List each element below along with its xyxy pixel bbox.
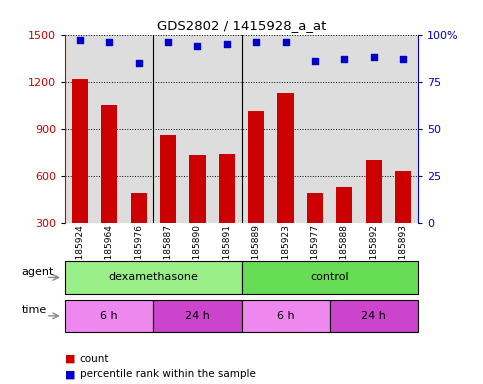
Point bbox=[223, 41, 231, 47]
Title: GDS2802 / 1415928_a_at: GDS2802 / 1415928_a_at bbox=[157, 19, 326, 32]
Point bbox=[135, 60, 142, 66]
Text: 24 h: 24 h bbox=[361, 311, 386, 321]
Point bbox=[164, 39, 172, 45]
Point bbox=[252, 39, 260, 45]
Text: dexamethasone: dexamethasone bbox=[108, 272, 199, 283]
Text: ■: ■ bbox=[65, 354, 76, 364]
Bar bbox=[336, 187, 353, 223]
Text: 6 h: 6 h bbox=[100, 311, 118, 321]
Point bbox=[76, 37, 84, 43]
Text: count: count bbox=[80, 354, 109, 364]
Text: percentile rank within the sample: percentile rank within the sample bbox=[80, 369, 256, 379]
Text: time: time bbox=[22, 305, 47, 315]
Point bbox=[194, 43, 201, 49]
Bar bbox=[278, 93, 294, 223]
Point bbox=[282, 39, 289, 45]
Text: agent: agent bbox=[22, 266, 54, 277]
Bar bbox=[72, 79, 88, 223]
Text: 24 h: 24 h bbox=[185, 311, 210, 321]
Bar bbox=[366, 160, 382, 223]
Point bbox=[105, 39, 113, 45]
Bar bbox=[219, 154, 235, 223]
Bar bbox=[307, 193, 323, 223]
Point bbox=[311, 58, 319, 64]
Text: ■: ■ bbox=[65, 369, 76, 379]
Bar bbox=[160, 135, 176, 223]
Bar bbox=[130, 193, 147, 223]
Point bbox=[370, 54, 378, 60]
Bar bbox=[189, 155, 205, 223]
Bar bbox=[395, 171, 411, 223]
Point bbox=[341, 56, 348, 62]
Text: control: control bbox=[311, 272, 349, 283]
Bar bbox=[248, 111, 264, 223]
Text: 6 h: 6 h bbox=[277, 311, 294, 321]
Bar bbox=[101, 105, 117, 223]
Point bbox=[399, 56, 407, 62]
